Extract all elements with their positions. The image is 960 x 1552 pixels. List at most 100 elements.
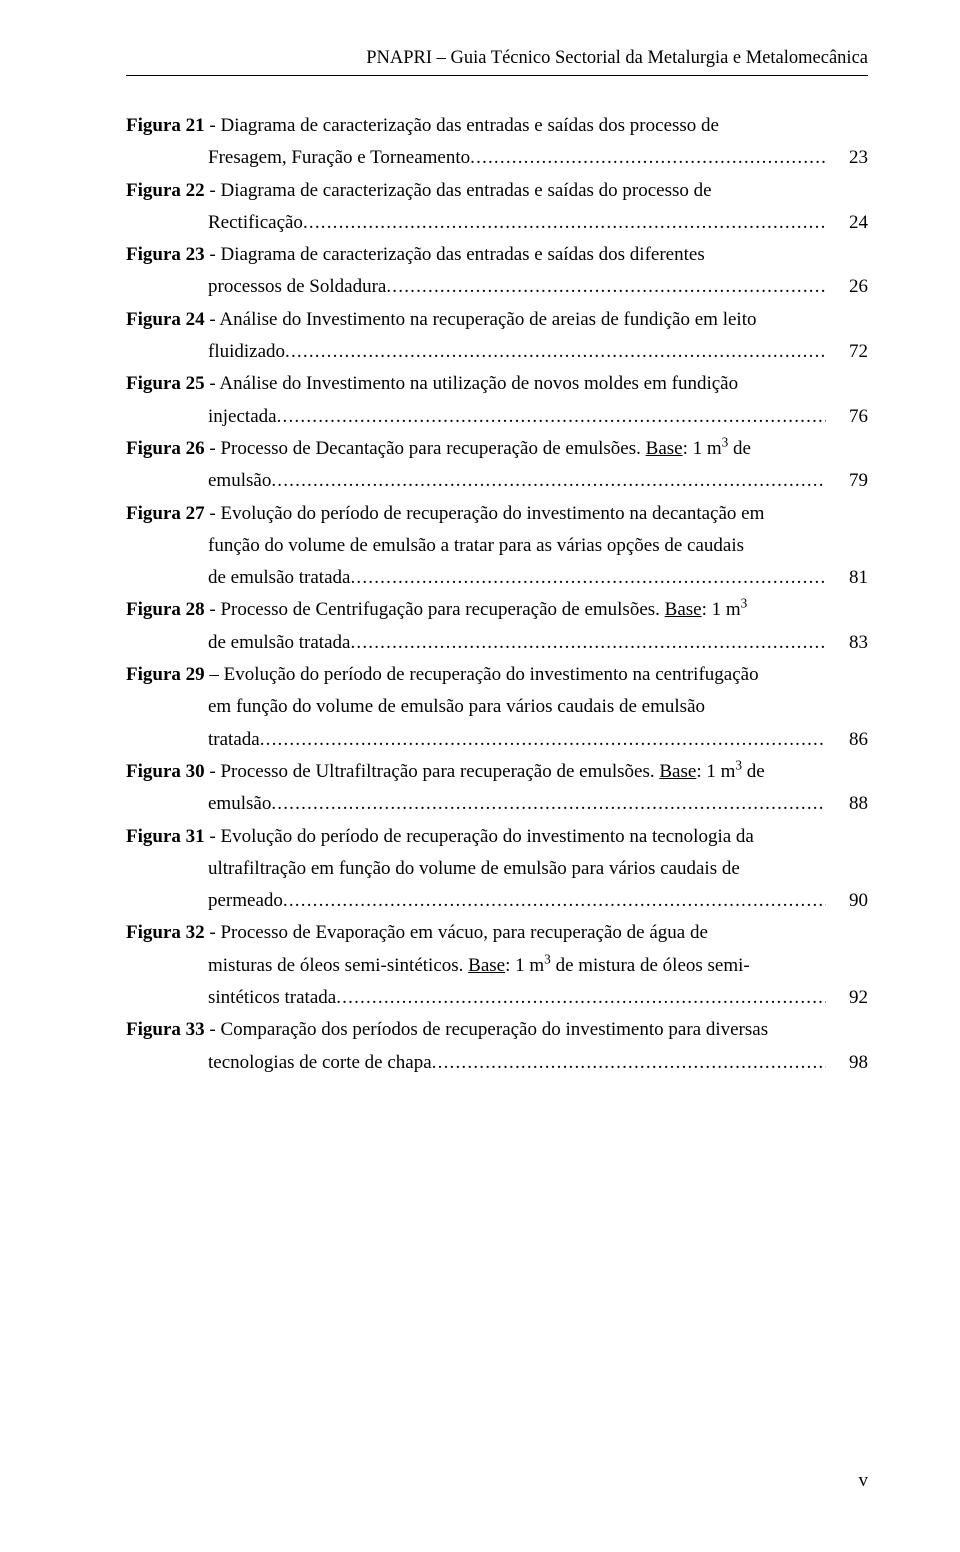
entry-cont-text: de emulsão tratada (208, 627, 350, 659)
entry-cont-text: Fresagem, Furação e Torneamento (208, 142, 470, 174)
figure-entry: Figura 29 – Evolução do período de recup… (126, 659, 868, 756)
entry-first-line: Figura 27 - Evolução do período de recup… (126, 498, 868, 530)
entry-cont-text: injectada (208, 401, 277, 433)
entry-first-line: Figura 23 - Diagrama de caracterização d… (126, 239, 868, 271)
page: PNAPRI – Guia Técnico Sectorial da Metal… (0, 0, 960, 1552)
leader-dots: ........................................… (271, 788, 826, 820)
figure-label: Figura 24 (126, 309, 205, 330)
figure-desc-start: - Processo de Ultrafiltração para recupe… (205, 761, 765, 782)
figure-entry: Figura 27 - Evolução do período de recup… (126, 498, 868, 595)
figure-desc-start: - Diagrama de caracterização das entrada… (205, 115, 719, 136)
figure-label: Figura 23 (126, 244, 205, 265)
figure-entry: Figura 26 - Processo de Decantação para … (126, 433, 868, 498)
figure-label: Figura 27 (126, 503, 205, 524)
page-number: v (859, 1470, 869, 1492)
figure-label: Figura 33 (126, 1019, 205, 1040)
leader-dots: ........................................… (336, 982, 826, 1014)
figure-label: Figura 32 (126, 922, 205, 943)
entry-page-number: 76 (826, 401, 868, 433)
figure-entry: Figura 22 - Diagrama de caracterização d… (126, 175, 868, 240)
entry-last-line: Fresagem, Furação e Torneamento.........… (126, 142, 868, 174)
entry-mid-line: função do volume de emulsão a tratar par… (126, 530, 868, 562)
figure-entry: Figura 33 - Comparação dos períodos de r… (126, 1014, 868, 1079)
entry-last-line: emulsão.................................… (126, 788, 868, 820)
leader-dots: ........................................… (260, 724, 826, 756)
entry-cont-text: emulsão (208, 788, 271, 820)
figure-entry: Figura 30 - Processo de Ultrafiltração p… (126, 756, 868, 821)
figure-desc-start: – Evolução do período de recuperação do … (205, 664, 759, 685)
header-rule (126, 75, 868, 76)
figure-entry: Figura 21 - Diagrama de caracterização d… (126, 110, 868, 175)
entry-first-line: Figura 24 - Análise do Investimento na r… (126, 304, 868, 336)
leader-dots: ........................................… (277, 401, 826, 433)
entry-first-line: Figura 28 - Processo de Centrifugação pa… (126, 594, 868, 626)
leader-dots: ........................................… (432, 1047, 826, 1079)
figure-entry: Figura 25 - Análise do Investimento na u… (126, 368, 868, 433)
figure-desc-start: - Processo de Decantação para recuperaçã… (205, 438, 751, 459)
page-header: PNAPRI – Guia Técnico Sectorial da Metal… (126, 48, 868, 69)
figure-label: Figura 29 (126, 664, 205, 685)
entry-cont-text: sintéticos tratada (208, 982, 336, 1014)
figure-desc-start: - Análise do Investimento na recuperação… (205, 309, 757, 330)
entry-page-number: 81 (826, 562, 868, 594)
entry-cont-text: tratada (208, 724, 260, 756)
entry-last-line: fluidizado..............................… (126, 336, 868, 368)
entry-mid-line: ultrafiltração em função do volume de em… (126, 853, 868, 885)
entry-last-line: injectada...............................… (126, 401, 868, 433)
leader-dots: ........................................… (470, 142, 826, 174)
entry-page-number: 24 (826, 207, 868, 239)
figure-label: Figura 25 (126, 373, 205, 394)
figure-desc-start: - Comparação dos períodos de recuperação… (205, 1019, 768, 1040)
leader-dots: ........................................… (271, 465, 826, 497)
entry-cont-text: fluidizado (208, 336, 285, 368)
entry-page-number: 88 (826, 788, 868, 820)
entry-first-line: Figura 29 – Evolução do período de recup… (126, 659, 868, 691)
entry-page-number: 79 (826, 465, 868, 497)
entry-last-line: tecnologias de corte de chapa...........… (126, 1047, 868, 1079)
figure-desc-start: - Evolução do período de recuperação do … (205, 826, 754, 847)
leader-dots: ........................................… (285, 336, 826, 368)
entry-cont-text: emulsão (208, 465, 271, 497)
entry-last-line: tratada.................................… (126, 724, 868, 756)
entry-first-line: Figura 30 - Processo de Ultrafiltração p… (126, 756, 868, 788)
figure-entry: Figura 28 - Processo de Centrifugação pa… (126, 594, 868, 659)
entry-cont-text: de emulsão tratada (208, 562, 350, 594)
figure-label: Figura 30 (126, 761, 205, 782)
entry-page-number: 72 (826, 336, 868, 368)
entry-page-number: 98 (826, 1047, 868, 1079)
entry-last-line: permeado................................… (126, 885, 868, 917)
entry-page-number: 23 (826, 142, 868, 174)
entry-page-number: 90 (826, 885, 868, 917)
entry-page-number: 26 (826, 271, 868, 303)
entry-first-line: Figura 26 - Processo de Decantação para … (126, 433, 868, 465)
entry-mid-line: em função do volume de emulsão para vári… (126, 691, 868, 723)
entry-cont-text: permeado (208, 885, 283, 917)
entry-page-number: 92 (826, 982, 868, 1014)
figure-label: Figura 22 (126, 180, 205, 201)
figure-desc-start: - Análise do Investimento na utilização … (205, 373, 738, 394)
entry-last-line: de emulsão tratada......................… (126, 627, 868, 659)
figure-label: Figura 26 (126, 438, 205, 459)
entry-first-line: Figura 25 - Análise do Investimento na u… (126, 368, 868, 400)
leader-dots: ........................................… (283, 885, 826, 917)
leader-dots: ........................................… (350, 627, 826, 659)
figure-desc-start: - Diagrama de caracterização das entrada… (205, 180, 712, 201)
leader-dots: ........................................… (350, 562, 826, 594)
entry-page-number: 83 (826, 627, 868, 659)
entry-first-line: Figura 21 - Diagrama de caracterização d… (126, 110, 868, 142)
figure-desc-start: - Processo de Evaporação em vácuo, para … (205, 922, 708, 943)
leader-dots: ........................................… (386, 271, 826, 303)
figure-label: Figura 21 (126, 115, 205, 136)
figure-entry: Figura 24 - Análise do Investimento na r… (126, 304, 868, 369)
entry-cont-text: Rectificação (208, 207, 303, 239)
entry-last-line: emulsão.................................… (126, 465, 868, 497)
entry-last-line: Rectificação............................… (126, 207, 868, 239)
entry-last-line: processos de Soldadura..................… (126, 271, 868, 303)
entry-first-line: Figura 31 - Evolução do período de recup… (126, 821, 868, 853)
figure-entry: Figura 31 - Evolução do período de recup… (126, 821, 868, 918)
entry-first-line: Figura 22 - Diagrama de caracterização d… (126, 175, 868, 207)
figure-desc-start: - Processo de Centrifugação para recuper… (205, 599, 748, 620)
entry-first-line: Figura 32 - Processo de Evaporação em vá… (126, 917, 868, 949)
figure-entry: Figura 32 - Processo de Evaporação em vá… (126, 917, 868, 1014)
figure-label: Figura 31 (126, 826, 205, 847)
